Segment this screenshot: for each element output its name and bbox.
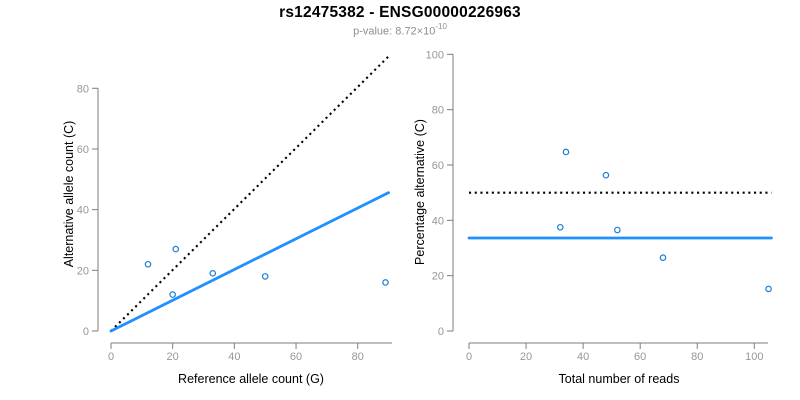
identity-line: [110, 55, 390, 332]
y-axis-title: Percentage alternative (C): [413, 119, 427, 265]
y-tick-label: 100: [426, 49, 444, 61]
x-axis-title: Total number of reads: [559, 372, 680, 386]
y-tick-label: 40: [77, 205, 89, 217]
allele-count-scatter: 0 20 40 60 80 0 20 40 60 80 Reference allele count…: [62, 55, 392, 386]
x-tick-label: 20: [520, 351, 532, 363]
y-tick-label: 20: [432, 271, 444, 283]
data-point: [602, 171, 610, 179]
y-tick-label: 40: [432, 215, 444, 227]
data-point: [169, 291, 176, 298]
fit-line: [109, 191, 390, 333]
y-tick-label: 80: [77, 83, 89, 95]
data-point: [556, 223, 564, 231]
y-tick-label: 20: [77, 265, 89, 277]
data-point: [261, 273, 269, 280]
data-point: [172, 245, 180, 253]
percentage-scatter: 0 20 40 60 80 100 0 20 40 60 80 100 Total number of …: [413, 49, 773, 386]
y-tick-label: 80: [432, 105, 444, 117]
data-point: [209, 270, 217, 277]
data-point: [562, 148, 570, 156]
plot-title: rs12475382 - ENSG00000226963: [279, 4, 521, 21]
y-tick-label: 0: [438, 326, 444, 338]
x-axis-title: Reference allele count (G): [178, 372, 324, 386]
x-tick-label: 80: [691, 351, 703, 363]
x-tick-label: 0: [108, 351, 114, 363]
x-tick-label: 40: [577, 351, 589, 363]
p-value-subtitle: p-value: 8.72×10-10: [0, 22, 800, 38]
p-value-base: p-value: 8.72×10: [353, 25, 436, 38]
data-point: [765, 285, 772, 293]
data-point: [144, 260, 152, 268]
x-tick-label: 80: [352, 351, 364, 363]
y-axis-title: Alternative allele count (C): [62, 121, 76, 268]
x-tick-label: 0: [466, 351, 472, 363]
data-point: [382, 279, 389, 286]
x-tick-label: 60: [290, 351, 302, 363]
x-tick-label: 40: [228, 351, 240, 363]
x-tick-label: 60: [634, 351, 646, 363]
y-tick-label: 60: [77, 144, 89, 156]
data-point: [659, 254, 667, 261]
x-tick-label: 100: [745, 351, 763, 363]
y-tick-label: 60: [432, 160, 444, 172]
p-value-exponent: -10: [435, 22, 447, 31]
x-tick-label: 20: [167, 351, 179, 363]
data-point: [614, 226, 621, 234]
y-tick-label: 0: [83, 326, 89, 338]
